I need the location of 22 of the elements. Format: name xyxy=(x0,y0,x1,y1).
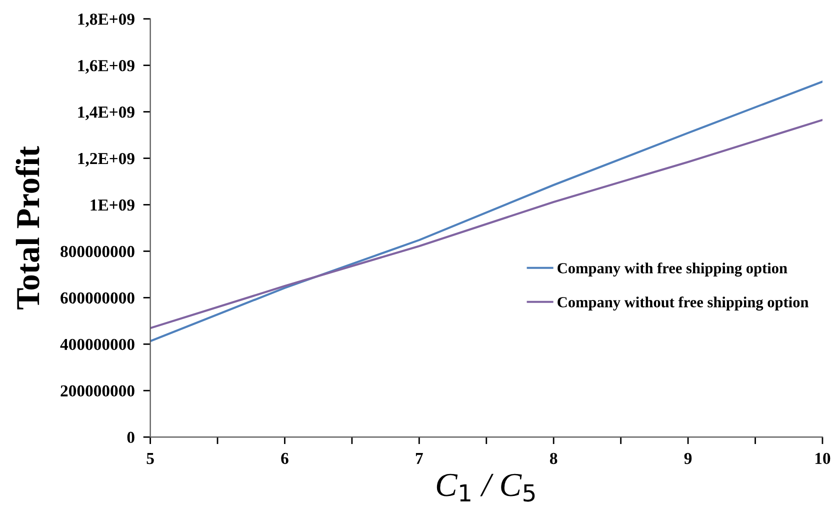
x-tick-label: 5 xyxy=(146,453,154,464)
x-tick-label: 8 xyxy=(550,452,558,464)
line-series xyxy=(150,80,822,342)
y-tick-label: 1,6E+09 xyxy=(78,60,134,74)
y-tick-label: 1,2E+09 xyxy=(78,152,134,167)
legend-label: Company with free shipping option xyxy=(558,262,788,277)
y-axis-title: Total Profit xyxy=(16,146,40,310)
y-tick-label: 1E+09 xyxy=(90,199,134,211)
x-tick-label: 10 xyxy=(815,452,830,464)
y-tick-label: 1,8E+09 xyxy=(78,14,134,28)
x-tick-label: 6 xyxy=(281,452,288,464)
legend-label: Company without free shipping option xyxy=(558,296,809,311)
y-tick-label: 400000000 xyxy=(60,338,134,350)
line-series xyxy=(150,118,822,330)
x-tick-label: 7 xyxy=(416,453,423,464)
y-tick-label: 0 xyxy=(127,432,134,444)
y-tick-label: 800000000 xyxy=(60,246,134,258)
y-tick-label: 600000000 xyxy=(60,292,134,304)
y-tick-label: 1,4E+09 xyxy=(78,106,134,120)
y-tick-label: 200000000 xyxy=(60,385,134,397)
x-axis-title: C$_{1}$ / C$_{5}$ xyxy=(436,474,535,502)
x-tick-label: 9 xyxy=(684,452,692,464)
